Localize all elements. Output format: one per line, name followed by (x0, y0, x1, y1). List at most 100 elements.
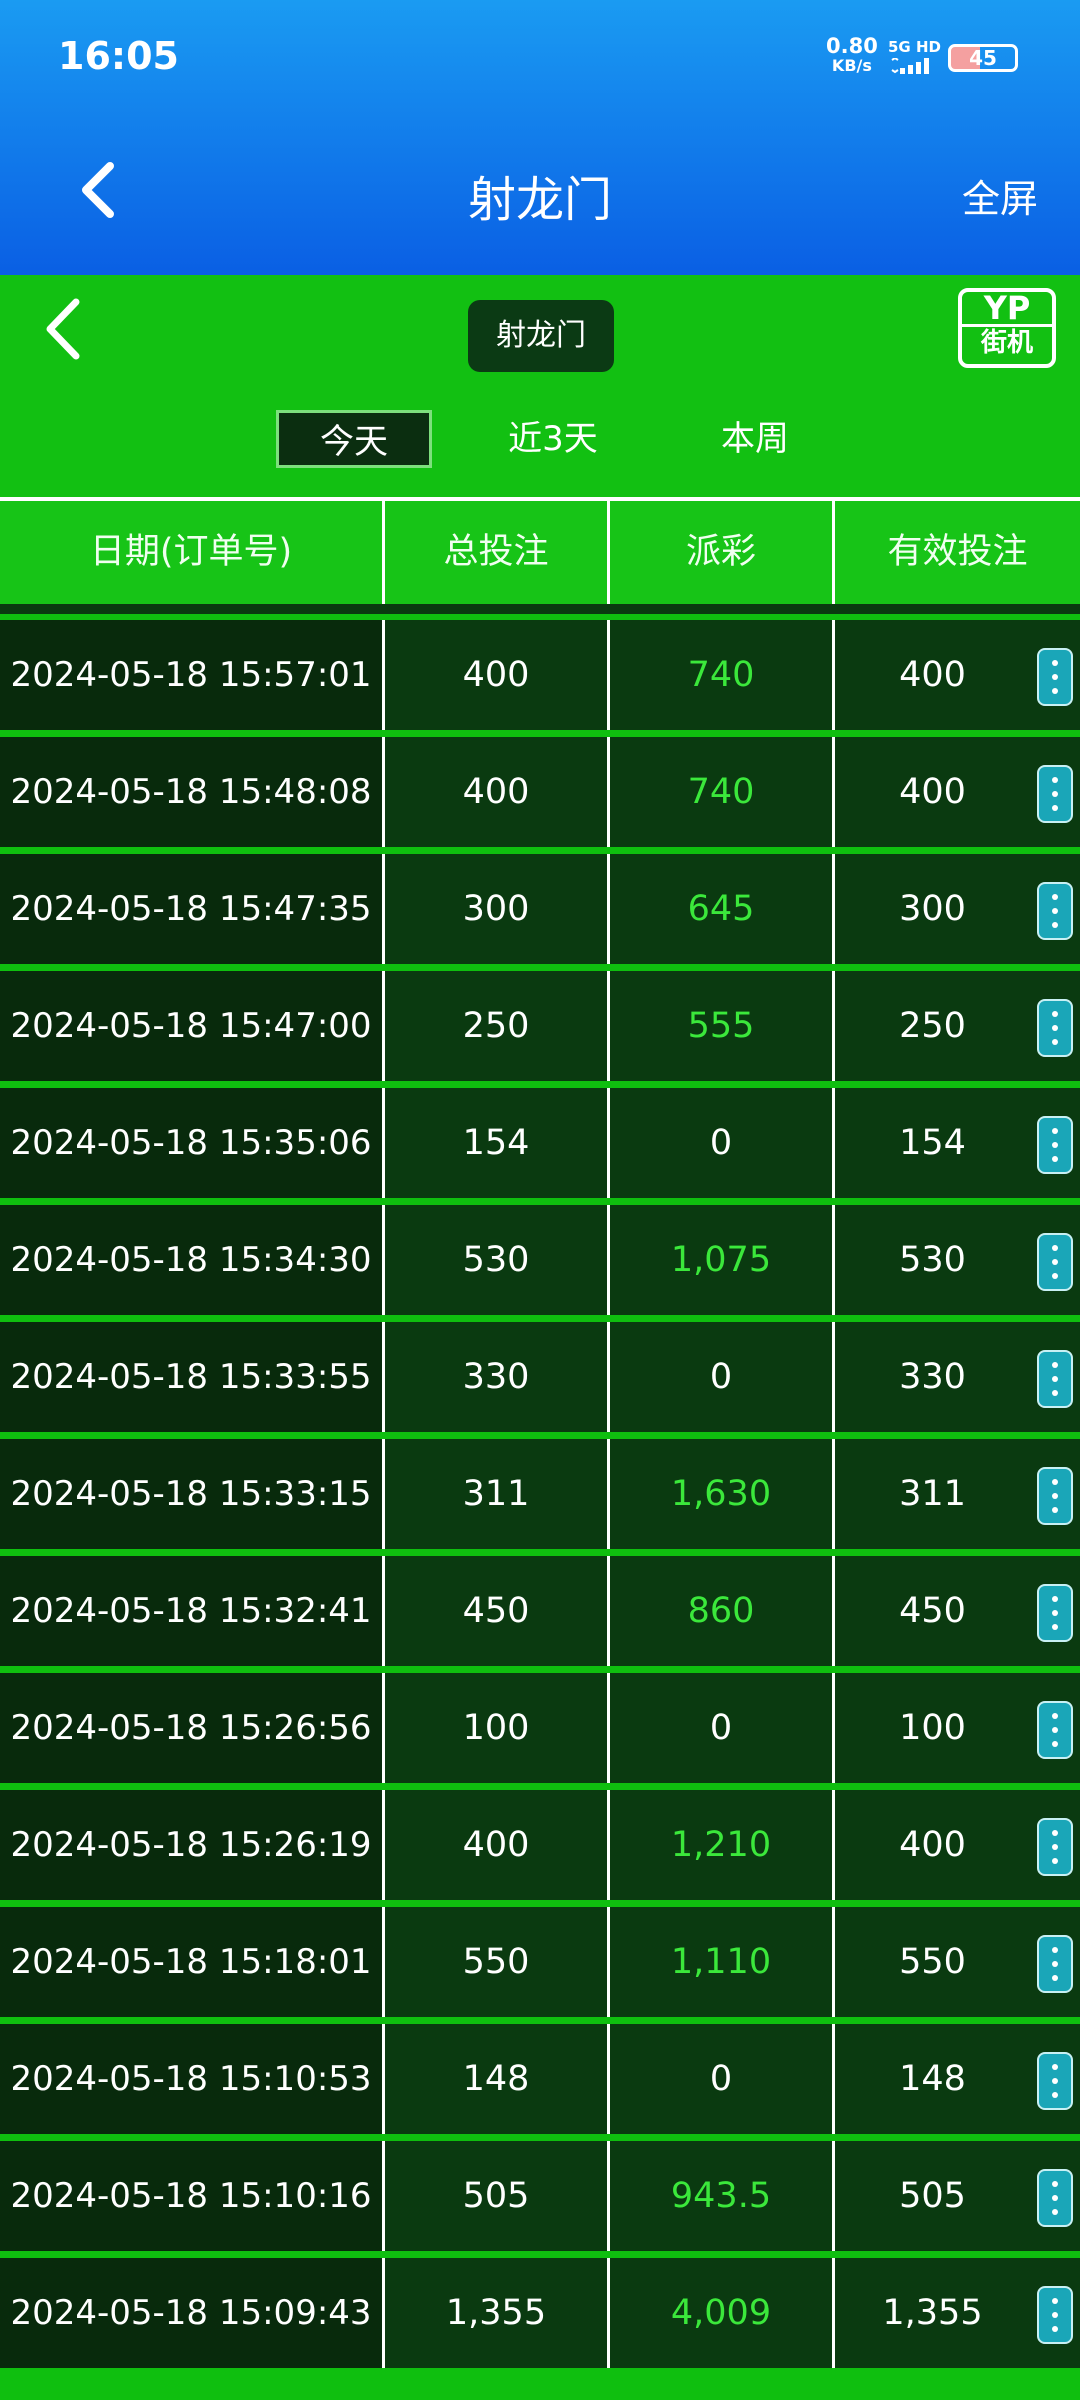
table-cell: 1,075 (610, 1205, 835, 1315)
table-cell: 300 (385, 854, 610, 964)
menu-dot (1052, 1844, 1058, 1850)
table-cell: 2024-05-18 15:47:00 (0, 971, 385, 1081)
menu-dot (1052, 2195, 1058, 2201)
menu-dot (1052, 1025, 1058, 1031)
brand-badge: YP 街机 (958, 288, 1056, 368)
row-menu-button[interactable] (1037, 1233, 1073, 1291)
row-menu-button[interactable] (1037, 1116, 1073, 1174)
table-cell: 2024-05-18 15:32:41 (0, 1556, 385, 1666)
table-cell: 860 (610, 1556, 835, 1666)
signal-icon (891, 58, 929, 74)
menu-dot (1052, 1727, 1058, 1733)
row-menu-button[interactable] (1037, 648, 1073, 706)
table-row: 2024-05-18 15:33:15 311 1,630 311 (0, 1439, 1080, 1549)
row-fragment (0, 604, 1080, 614)
table-cell: 740 (610, 620, 835, 730)
table-cell: 1,630 (610, 1439, 835, 1549)
table-row: 2024-05-18 15:26:19 400 1,210 400 (0, 1790, 1080, 1900)
speed-unit: KB/s (831, 56, 872, 75)
table-cell: 2024-05-18 15:35:06 (0, 1088, 385, 1198)
row-menu-button[interactable] (1037, 999, 1073, 1057)
menu-dot (1052, 1259, 1058, 1265)
menu-dot (1052, 908, 1058, 914)
menu-dot (1052, 1273, 1058, 1279)
menu-dot (1052, 674, 1058, 680)
badge-bottom: 街机 (962, 324, 1052, 359)
row-menu-button[interactable] (1037, 1584, 1073, 1642)
menu-dot (1052, 2092, 1058, 2098)
fullscreen-button[interactable]: 全屏 (961, 177, 1038, 221)
tab[interactable]: 近3天 (508, 419, 598, 459)
table-cell: 505 (385, 2141, 610, 2251)
menu-dot (1052, 1961, 1058, 1967)
table-cell: 1,110 (610, 1907, 835, 2017)
page-title: 射龙门 (467, 172, 612, 228)
row-menu-button[interactable] (1037, 2169, 1073, 2227)
table-cell: 400 (385, 620, 610, 730)
table-cell: 2024-05-18 15:26:19 (0, 1790, 385, 1900)
table-cell: 550 (385, 1907, 610, 2017)
row-menu-button[interactable] (1037, 1935, 1073, 1993)
menu-dot (1052, 2078, 1058, 2084)
menu-dot (1052, 1011, 1058, 1017)
menu-dot (1052, 1493, 1058, 1499)
table-cell: 0 (610, 1088, 835, 1198)
table-cell: 400 (385, 1790, 610, 1900)
table-cell: 450 (385, 1556, 610, 1666)
row-menu-button[interactable] (1037, 765, 1073, 823)
table-cell: 740 (610, 737, 835, 847)
game-back-button[interactable] (40, 296, 86, 362)
table-cell: 4,009 (610, 2258, 835, 2368)
menu-dot (1052, 1376, 1058, 1382)
badge-top: YP (983, 289, 1031, 327)
row-menu-button[interactable] (1037, 1818, 1073, 1876)
table-header: 日期(订单号) 总投注 派彩 有效投注 (0, 497, 1080, 604)
table-row: 2024-05-18 15:47:00 250 555 250 (0, 971, 1080, 1081)
menu-dot (1052, 1507, 1058, 1513)
menu-dot (1052, 1947, 1058, 1953)
menu-dot (1052, 660, 1058, 666)
menu-dot (1052, 805, 1058, 811)
menu-dot (1052, 1713, 1058, 1719)
menu-dot (1052, 1156, 1058, 1162)
menu-dot (1052, 1479, 1058, 1485)
menu-dot (1052, 1142, 1058, 1148)
table-cell: 2024-05-18 15:26:56 (0, 1673, 385, 1783)
table-row: 2024-05-18 15:35:06 154 0 154 (0, 1088, 1080, 1198)
menu-dot (1052, 1741, 1058, 1747)
row-menu-button[interactable] (1037, 1350, 1073, 1408)
table-cell: 2024-05-18 15:47:35 (0, 854, 385, 964)
menu-dot (1052, 1362, 1058, 1368)
tab[interactable]: 今天 (276, 410, 432, 468)
menu-dot (1052, 2326, 1058, 2332)
row-menu-button[interactable] (1037, 2286, 1073, 2344)
table-cell: 555 (610, 971, 835, 1081)
table-row: 2024-05-18 15:09:43 1,355 4,009 1,355 (0, 2258, 1080, 2368)
menu-dot (1052, 1830, 1058, 1836)
row-menu-button[interactable] (1037, 2052, 1073, 2110)
menu-dot (1052, 688, 1058, 694)
menu-dot (1052, 1245, 1058, 1251)
back-button[interactable] (72, 160, 122, 220)
network-type: 5G HD (888, 38, 941, 56)
menu-dot (1052, 1390, 1058, 1396)
row-menu-button[interactable] (1037, 1701, 1073, 1759)
table-row: 2024-05-18 15:10:16 505 943.5 505 (0, 2141, 1080, 2251)
table-cell: 645 (610, 854, 835, 964)
table-cell: 311 (385, 1439, 610, 1549)
row-menu-button[interactable] (1037, 882, 1073, 940)
tab[interactable]: 本周 (721, 419, 789, 459)
column-header: 日期(订单号) (0, 501, 385, 604)
table-cell: 1,210 (610, 1790, 835, 1900)
battery: 45 (948, 44, 1018, 72)
table-row: 2024-05-18 15:26:56 100 0 100 (0, 1673, 1080, 1783)
menu-dot (1052, 1975, 1058, 1981)
row-menu-button[interactable] (1037, 1467, 1073, 1525)
menu-dot (1052, 1624, 1058, 1630)
net-speed: 0.80 KB/s (826, 36, 878, 76)
table-row: 2024-05-18 15:18:01 550 1,110 550 (0, 1907, 1080, 2017)
table-cell: 943.5 (610, 2141, 835, 2251)
table-cell: 2024-05-18 15:33:15 (0, 1439, 385, 1549)
column-header: 派彩 (610, 501, 835, 604)
menu-dot (1052, 894, 1058, 900)
